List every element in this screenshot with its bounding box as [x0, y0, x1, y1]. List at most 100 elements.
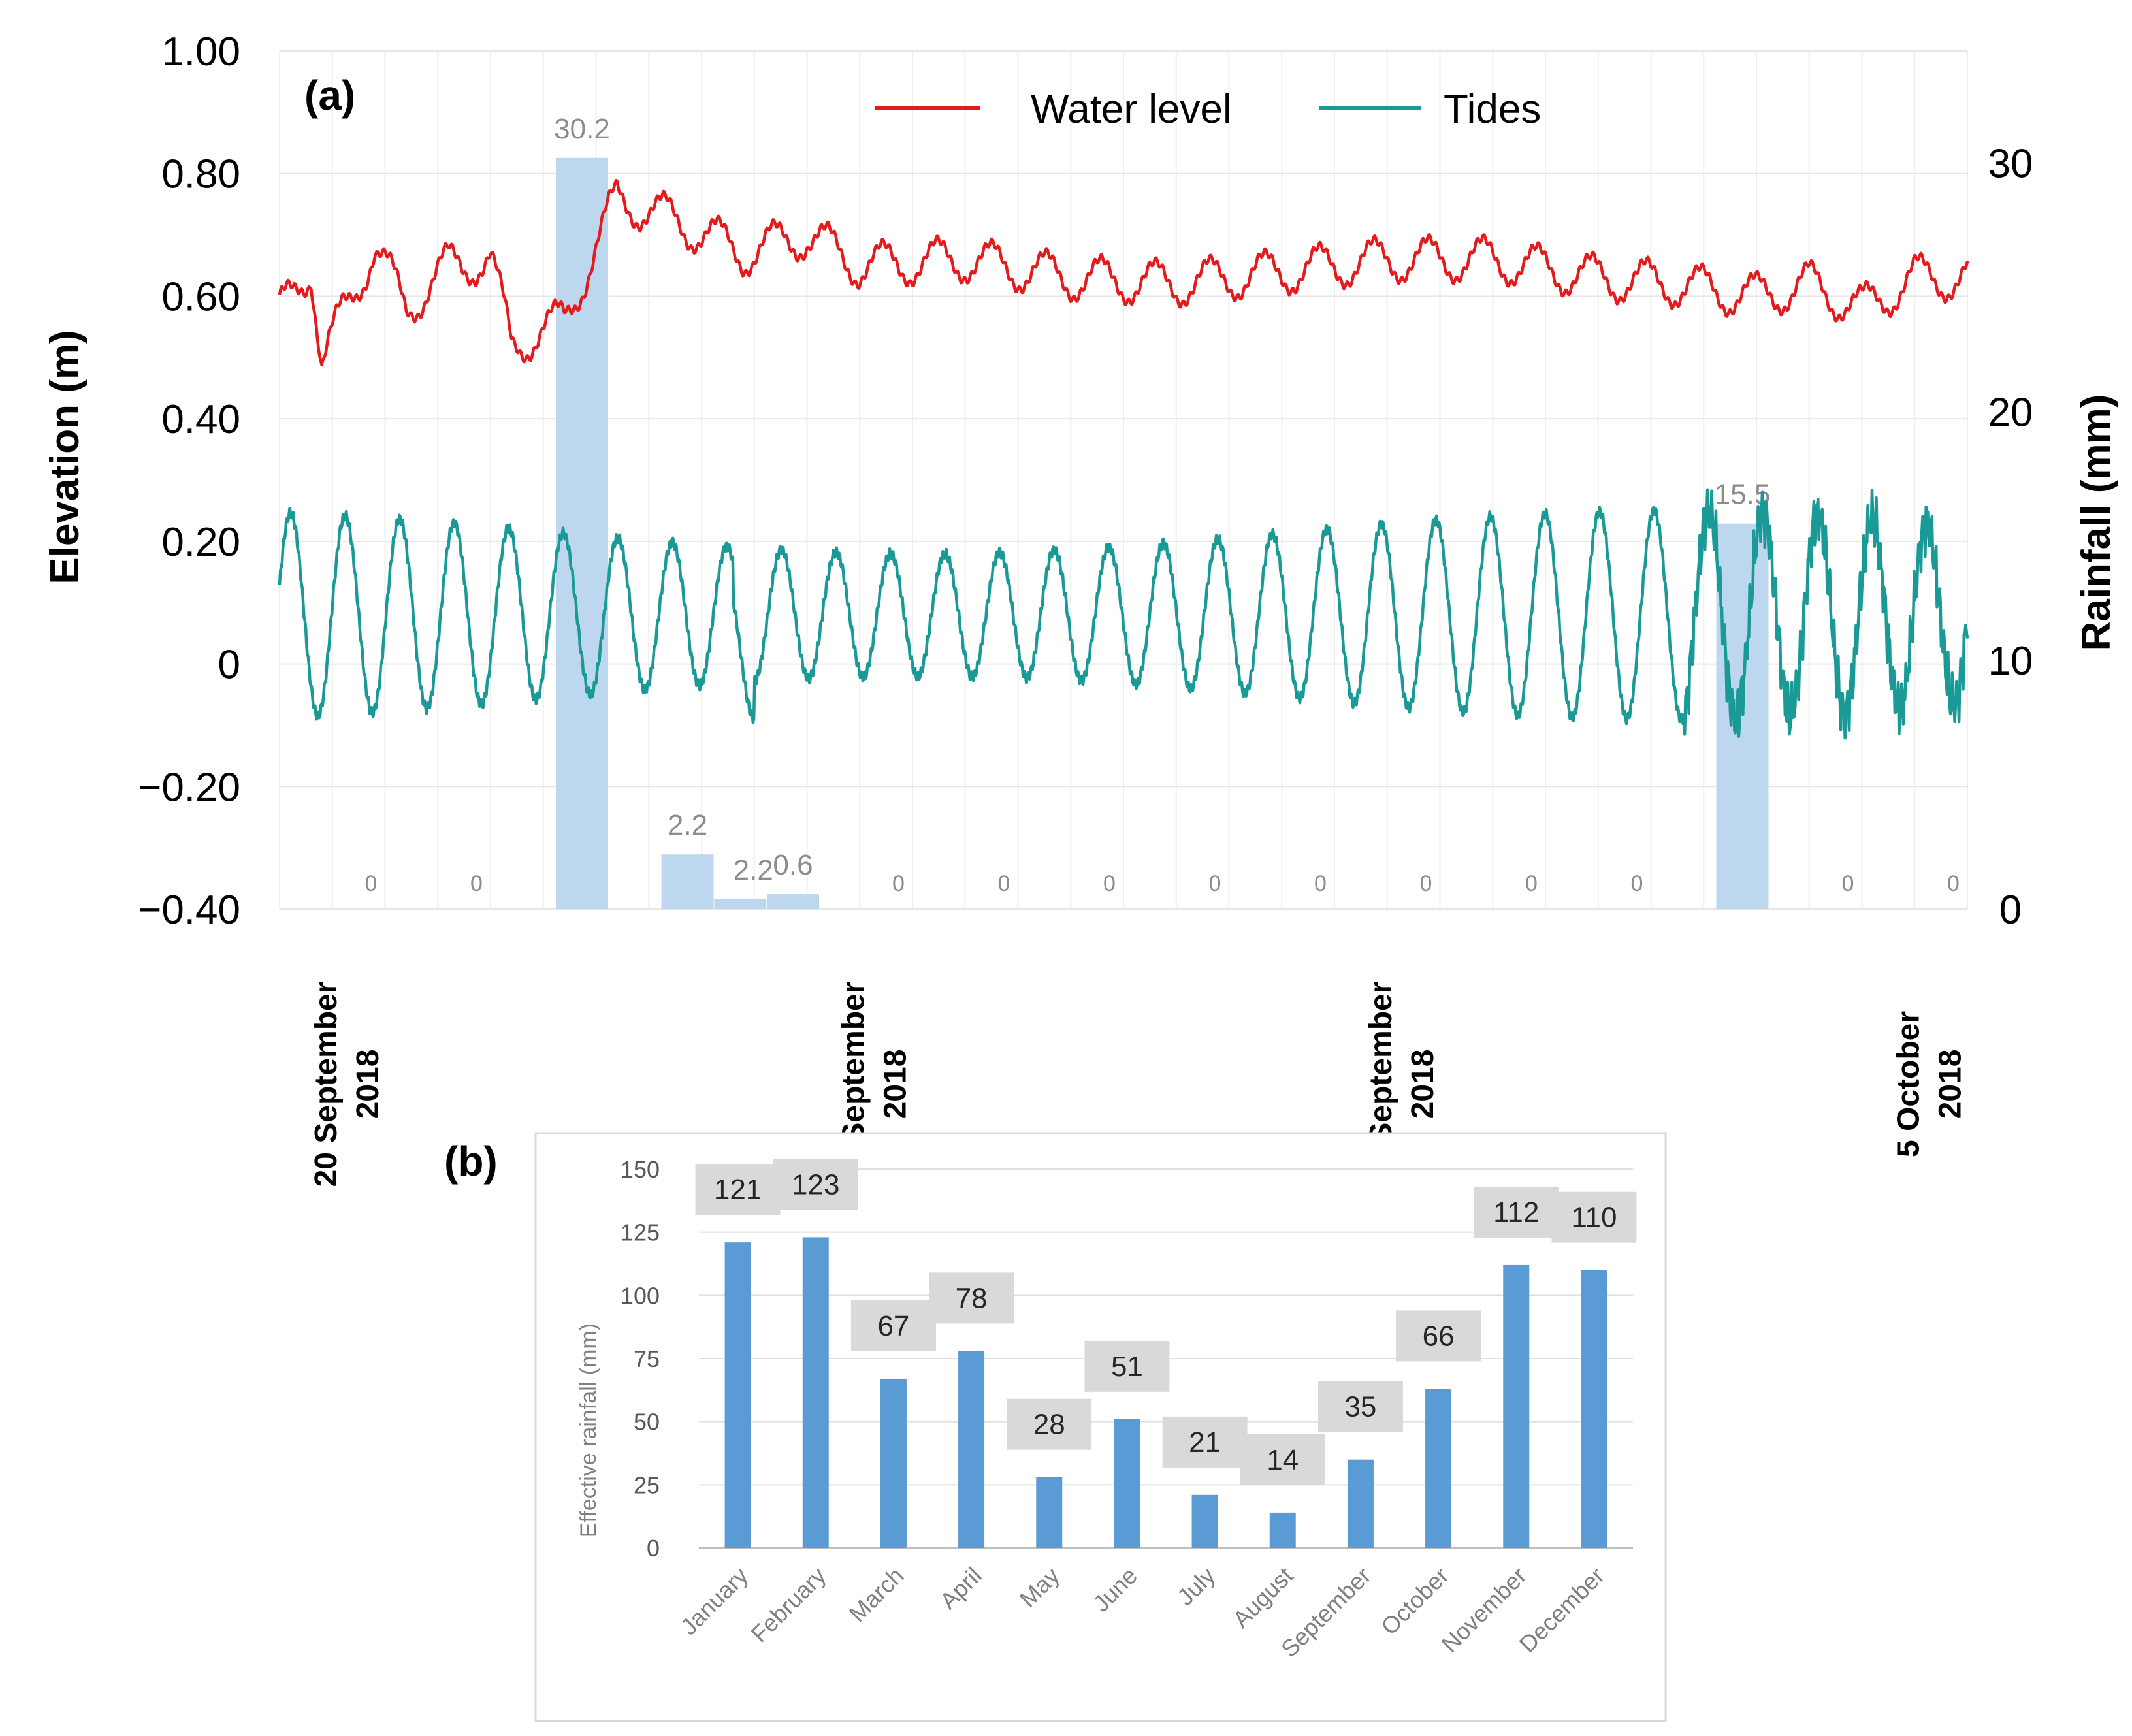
rainfall-bar-label: 0	[1631, 871, 1643, 896]
rainfall-bar	[767, 894, 819, 909]
rainfall-bar-label: 2.2	[734, 854, 773, 886]
rainfall-bar-label: 0	[470, 871, 483, 896]
rainfall-bar-label: 0	[1314, 871, 1327, 896]
rainfall-bar-label: 2.2	[668, 809, 707, 841]
y-tick-label: 75	[634, 1345, 660, 1372]
rainfall-bar-label: 0	[892, 871, 905, 896]
bar-march	[880, 1378, 907, 1548]
panel-b-label: (b)	[444, 1138, 498, 1185]
right-axis-title: Rainfall (mm)	[2074, 394, 2119, 651]
rainfall-bar-label: 0	[365, 871, 378, 896]
data-label: 35	[1344, 1391, 1376, 1423]
data-label-box	[1084, 1340, 1170, 1392]
rainfall-bar-label: 0	[1103, 871, 1116, 896]
data-label-box	[1474, 1186, 1559, 1238]
data-label-box	[1396, 1310, 1481, 1362]
x-tick-label-group: 20 September 2018	[309, 982, 385, 1187]
right-tick-label: 20	[1988, 390, 2033, 435]
rainfall-bar-label: 30.2	[554, 113, 610, 145]
panel-b-y-axis-title: Effective rainfall (mm)	[576, 1323, 601, 1537]
x-tick-label-line1: 20 September	[309, 982, 344, 1187]
tides-series	[278, 488, 1969, 740]
right-tick-label: 30	[1988, 141, 2033, 186]
bar-july	[1191, 1494, 1218, 1548]
rainfall-bar-label: 0	[1525, 871, 1538, 896]
rainfall-bar-label: 0	[1842, 871, 1854, 896]
panel-a-label: (a)	[304, 72, 355, 119]
x-tick-label-line2: 2018	[351, 1050, 385, 1119]
left-tick-label: 0.20	[161, 520, 240, 565]
panel-a-right-axis-ticks: 30 20 10 0	[1988, 141, 2033, 933]
data-label: 112	[1493, 1197, 1539, 1229]
rainfall-bar-label: 0	[1209, 871, 1221, 896]
rainfall-bar-label: 0	[998, 871, 1010, 896]
x-tick-label-line2: 2018	[1933, 1050, 1968, 1119]
data-label-box	[929, 1272, 1014, 1324]
x-tick-label-group: 5 October 2018	[1892, 1011, 1968, 1157]
left-axis-title: Elevation (m)	[42, 330, 88, 584]
x-tick-label-line2: 2018	[879, 1050, 913, 1119]
data-label-box	[773, 1159, 858, 1210]
rainfall-bar-label: 0	[1947, 871, 1960, 896]
data-label: 66	[1423, 1320, 1455, 1352]
data-label: 14	[1267, 1444, 1299, 1476]
bar-february	[802, 1237, 829, 1548]
panel-b-data-labels: 121 123 67 78 28 51 21 14 35 66 112 110	[695, 1159, 1637, 1485]
legend-tides-label: Tides	[1444, 87, 1541, 132]
rainfall-bar-label: 0.6	[773, 849, 813, 881]
data-label-box	[1317, 1381, 1403, 1432]
panel-b-bars	[724, 1237, 1607, 1548]
rainfall-bar-label: 0	[1420, 871, 1432, 896]
left-tick-label: 0.60	[161, 274, 240, 319]
data-label: 28	[1033, 1409, 1065, 1441]
data-label-box	[850, 1300, 936, 1351]
panel-a-left-axis-ticks: 1.00 0.80 0.60 0.40 0.20 0 −0.20 −0.40	[138, 29, 240, 933]
data-label: 21	[1189, 1426, 1221, 1458]
data-label: 67	[877, 1310, 909, 1342]
rainfall-bar	[714, 899, 767, 909]
data-label-box	[1162, 1416, 1248, 1468]
bar-may	[1036, 1477, 1063, 1548]
left-tick-label: 0	[218, 643, 240, 688]
data-label: 123	[792, 1168, 839, 1200]
y-tick-label: 150	[621, 1156, 660, 1183]
rainfall-bar	[661, 854, 714, 909]
right-tick-label: 10	[1988, 639, 2033, 684]
bar-june	[1114, 1419, 1140, 1548]
water-level-series	[278, 178, 1969, 367]
x-tick-label-line1: 5 October	[1892, 1011, 1926, 1157]
left-tick-label: 0.40	[161, 397, 240, 442]
bar-october	[1425, 1389, 1452, 1548]
y-tick-label: 25	[634, 1471, 660, 1498]
bar-january	[724, 1242, 751, 1548]
bar-november	[1503, 1264, 1530, 1548]
panel-b-y-axis-ticks: 150 125 100 75 50 25 0	[621, 1156, 660, 1562]
panel-a-rainfall-bars	[556, 157, 1769, 909]
left-tick-label: 0.80	[161, 152, 240, 197]
y-tick-label: 50	[634, 1409, 660, 1436]
panel-a: 0 030.22.22.2 0.60 0 0 0 0 0 0 015.50 0 1.000.800.…	[42, 29, 2119, 1187]
legend-water-level-label: Water level	[1031, 87, 1232, 132]
bar-april	[958, 1351, 985, 1548]
left-tick-label: −0.20	[138, 765, 240, 810]
data-label: 78	[956, 1282, 988, 1314]
right-tick-label: 0	[1999, 888, 2022, 933]
data-label: 110	[1571, 1202, 1617, 1234]
bar-december	[1581, 1270, 1607, 1548]
panel-a-rainfall-labels: 0 030.22.22.2 0.60 0 0 0 0 0 0 015.50 0	[365, 113, 1960, 896]
rainfall-bar	[1716, 523, 1769, 909]
bar-august	[1269, 1512, 1296, 1548]
data-label-box	[1007, 1398, 1092, 1450]
data-label: 51	[1111, 1351, 1143, 1383]
x-tick-label-line2: 2018	[1406, 1050, 1440, 1119]
data-label: 121	[714, 1174, 762, 1206]
legend: Water level Tides	[875, 87, 1541, 132]
y-tick-label: 125	[621, 1219, 660, 1246]
panel-b: 121 123 67 78 28 51 21 14 35 66 112 110 150 125 100 75…	[444, 1132, 1667, 1722]
data-label-box	[1240, 1434, 1325, 1485]
left-tick-label: 1.00	[161, 29, 240, 74]
left-tick-label: −0.40	[138, 888, 240, 933]
bar-september	[1347, 1459, 1374, 1548]
data-label-box	[1551, 1191, 1637, 1243]
